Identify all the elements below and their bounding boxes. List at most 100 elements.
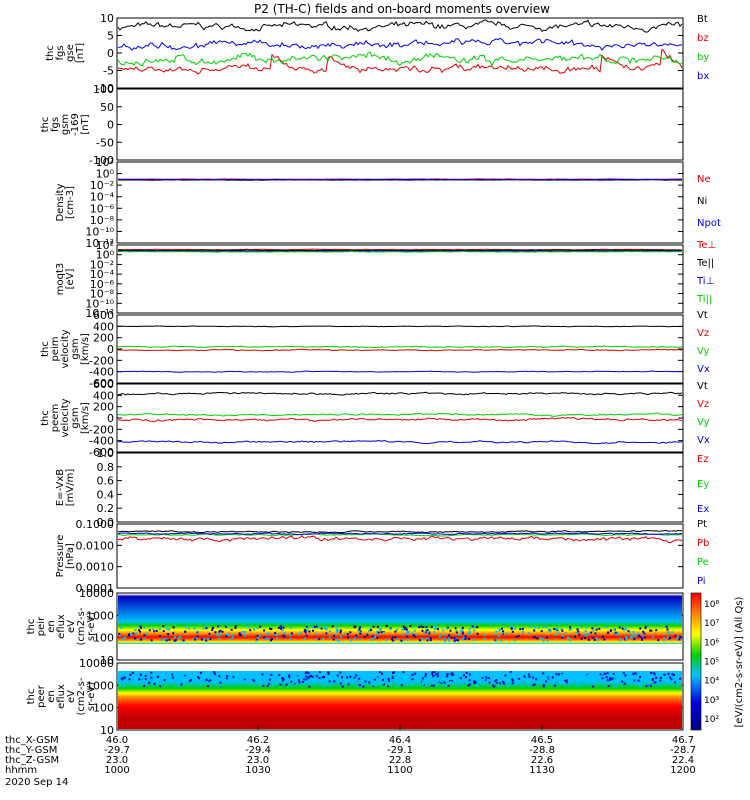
legend-entry: Vx — [697, 435, 710, 446]
spectrogram-pixel — [302, 681, 304, 683]
colorbar: 10⁸ 10⁷ 10⁶ 10⁵ 10⁴ 10³ 10² [eV/(cm2-s-sr-eV)] … — [690, 592, 745, 731]
spectrogram-pixel — [244, 631, 247, 634]
spectrogram-pixel — [601, 635, 604, 638]
spectrogram-pixel — [669, 636, 672, 639]
spectrogram-pixel — [287, 677, 290, 680]
spectrogram-pixel — [655, 629, 658, 632]
spectrogram-pixel — [200, 638, 203, 641]
spectrogram-pixel — [464, 635, 467, 638]
y-tick-label: 0.1000 — [76, 518, 115, 531]
spectrogram-pixel — [492, 633, 495, 636]
spectrogram-pixel — [253, 679, 256, 682]
spectrogram-pixel — [561, 634, 564, 637]
spectrogram-pixel — [613, 628, 616, 631]
spectrogram-pixel — [460, 629, 463, 632]
spectrogram-pixel — [178, 637, 180, 639]
spectrogram-pixel — [659, 671, 662, 674]
spectrogram-pixel — [256, 635, 259, 637]
spectrogram-pixel — [387, 685, 390, 688]
spectrogram-pixel — [463, 674, 465, 677]
spectrogram-pixel — [564, 632, 567, 635]
y-axis-label: fgs — [55, 45, 66, 60]
spectrogram-pixel — [306, 629, 308, 632]
spectrogram-pixel — [298, 681, 301, 684]
spectrogram-pixel — [463, 636, 466, 639]
spectrogram-pixel — [674, 681, 677, 684]
spectrogram-pixel — [458, 634, 461, 636]
spectrogram-pixel — [588, 682, 591, 685]
colorbar-tick-label: 10³ — [704, 696, 719, 706]
spectrogram-pixel — [529, 625, 532, 628]
spectrogram-pixel — [549, 630, 552, 633]
spectrogram-pixel — [411, 673, 414, 676]
y-tick-label: 0.0100 — [76, 539, 115, 552]
spectrogram-pixel — [586, 674, 589, 677]
spectrogram-pixel — [283, 631, 286, 634]
y-axis-label: sr-eV) — [86, 682, 97, 711]
spectrogram-pixel — [274, 632, 277, 635]
spectrogram-pixel — [328, 630, 331, 633]
spectrogram-pixel — [139, 625, 142, 628]
spectrogram-pixel — [219, 629, 222, 632]
spectrogram-pixel — [450, 680, 453, 683]
spectrogram-pixel — [565, 676, 568, 679]
spectrogram-pixel — [203, 638, 206, 641]
spectrogram-pixel — [128, 678, 131, 681]
spectrogram-pixel — [456, 675, 459, 678]
spectrogram-pixel — [153, 630, 156, 633]
spectrogram-pixel — [522, 630, 524, 633]
spectrogram-pixel — [440, 682, 443, 685]
legend-entry: bz — [697, 33, 709, 44]
legend-entry: Pt — [697, 519, 707, 530]
spectrogram-pixel — [455, 629, 458, 632]
spectrogram-pixel — [454, 682, 456, 685]
spectrogram-pixel — [404, 626, 407, 629]
y-tick-label: 400 — [93, 320, 114, 333]
spectrogram-pixel — [219, 681, 222, 684]
spectrogram-pixel — [378, 671, 381, 674]
footer-value: -28.7 — [670, 745, 696, 756]
y-tick-label: 0 — [107, 343, 114, 356]
spectrogram-pixel — [325, 683, 328, 686]
y-tick-label: 0.8 — [97, 461, 115, 474]
spectrogram-pixel — [638, 634, 640, 637]
spectrogram-pixel — [447, 684, 450, 687]
y-tick-label: -600 — [89, 446, 114, 459]
spectrogram-pixel — [188, 680, 191, 683]
y-axis-label: -169 — [70, 113, 81, 136]
spectrogram-pixel — [150, 639, 153, 642]
spectrogram-pixel — [308, 685, 311, 688]
y-tick-label: 10⁰ — [96, 168, 115, 181]
spectrogram-pixel — [639, 627, 642, 630]
spectrogram-pixel — [353, 638, 355, 641]
spectrogram-pixel — [152, 628, 155, 631]
spectrogram-pixel — [195, 637, 198, 640]
legend-entry: Pe — [697, 557, 709, 568]
spectrogram-pixel — [369, 627, 372, 630]
spectrogram-pixel — [296, 672, 299, 675]
spectrogram-pixel — [288, 684, 290, 687]
spectrogram-pixel — [147, 681, 150, 684]
spectrogram-pixel — [179, 635, 182, 638]
spectrogram-pixel — [259, 625, 262, 628]
spectrogram-pixel — [387, 678, 390, 680]
spectrogram-pixel — [338, 639, 340, 642]
spectrogram-pixel — [495, 681, 498, 684]
spectrogram-pixel — [627, 630, 630, 633]
spectrogram-pixel — [575, 631, 578, 634]
footer-value: 22.8 — [389, 755, 411, 766]
spectrogram-pixel — [666, 628, 669, 631]
spectrogram-pixel — [431, 671, 434, 674]
spectrogram-pixel — [119, 683, 122, 686]
spectrogram-pixel — [276, 637, 279, 640]
spectrogram-pixel — [555, 627, 558, 630]
footer: thc_X-GSM 46.0 46.2 46.4 46.5 46.7 thc_Y-GSM -2… — [5, 725, 696, 788]
spectrogram-pixel — [226, 625, 229, 628]
spectrogram-pixel — [200, 683, 202, 685]
y-tick-label: 10⁻¹² — [85, 307, 114, 320]
y-tick-label: 600 — [93, 309, 114, 322]
spectrogram-pixel — [568, 637, 571, 640]
spectrogram-pixel — [411, 678, 414, 681]
spectrogram-pixel — [163, 679, 166, 681]
y-tick-label: 10² — [96, 239, 114, 252]
